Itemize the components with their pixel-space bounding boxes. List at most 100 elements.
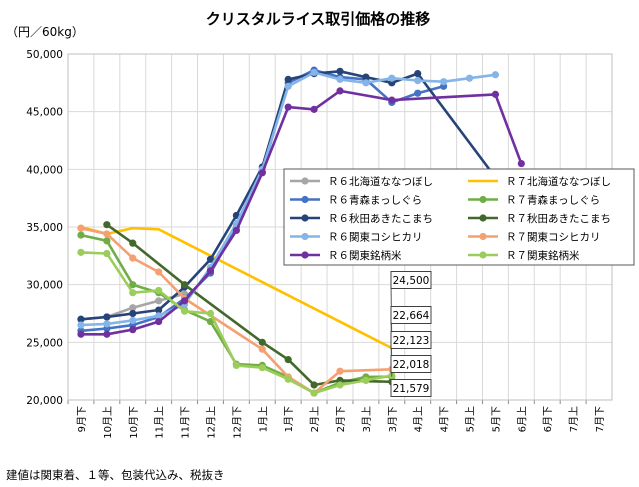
data-point bbox=[232, 226, 240, 235]
data-point bbox=[155, 312, 163, 320]
x-tick-label: 9月下 bbox=[76, 406, 88, 432]
x-tick-label: 2月下 bbox=[335, 406, 347, 432]
callout-label: 21,579 bbox=[393, 383, 430, 395]
data-point bbox=[258, 364, 266, 372]
callout-label: 22,664 bbox=[393, 310, 430, 322]
callout: 24,500 bbox=[390, 271, 432, 349]
series-10 bbox=[77, 248, 396, 397]
x-tick-label: 4月上 bbox=[413, 406, 425, 432]
legend-label: Ｒ７関東銘柄米 bbox=[506, 249, 580, 262]
legend-marker bbox=[301, 195, 309, 204]
y-tick-label: 35,000 bbox=[26, 222, 63, 234]
legend-item: Ｒ６関東コシヒカリ bbox=[290, 231, 423, 244]
y-tick-labels: 20,000 25,000 30,000 35,000 40,000 45,000 50,0… bbox=[26, 49, 63, 407]
data-point bbox=[310, 68, 318, 77]
legend-marker bbox=[301, 214, 309, 222]
data-point bbox=[362, 376, 370, 384]
callout-box bbox=[390, 271, 432, 289]
value-callouts: 24,500 22,664 22,123 22,018 21,579 bbox=[390, 271, 432, 397]
data-point bbox=[388, 74, 396, 82]
data-point bbox=[129, 304, 137, 312]
data-point bbox=[284, 82, 292, 90]
data-point bbox=[284, 75, 292, 83]
data-point bbox=[362, 79, 370, 87]
data-point bbox=[180, 307, 189, 315]
data-point bbox=[336, 87, 344, 95]
data-point bbox=[155, 317, 163, 326]
x-tick-label: 11月上 bbox=[154, 406, 166, 439]
x-tick-label: 12月下 bbox=[231, 406, 243, 439]
series-line bbox=[80, 226, 392, 395]
data-point bbox=[258, 338, 266, 346]
legend-item: Ｒ７秋田あきたこまち bbox=[468, 212, 611, 225]
data-point bbox=[258, 169, 266, 177]
data-point bbox=[284, 356, 292, 364]
legend-label: Ｒ６関東コシヒカリ bbox=[328, 231, 423, 244]
data-point bbox=[155, 306, 163, 314]
callout-box bbox=[390, 331, 432, 349]
legend: Ｒ６北海道ななつぼし Ｒ７北海道ななつぼし Ｒ６青森まっしぐら Ｒ７青森まっしぐら Ｒ６… bbox=[283, 168, 635, 266]
data-point bbox=[310, 105, 318, 113]
data-point bbox=[129, 289, 137, 297]
data-point bbox=[103, 230, 111, 238]
callout-box bbox=[390, 306, 432, 324]
data-point bbox=[388, 96, 396, 104]
legend-marker bbox=[479, 195, 487, 204]
legend-label: Ｒ６北海道ななつぼし bbox=[328, 175, 433, 188]
data-point bbox=[155, 286, 163, 295]
x-tick-label: 6月下 bbox=[542, 406, 554, 432]
data-point bbox=[336, 67, 344, 75]
data-point bbox=[465, 74, 474, 82]
data-point bbox=[103, 330, 111, 338]
y-tick-label: 30,000 bbox=[26, 280, 63, 292]
callout: 21,579 bbox=[390, 379, 432, 397]
data-point bbox=[310, 381, 318, 389]
data-point bbox=[336, 75, 344, 83]
data-point bbox=[414, 70, 422, 78]
data-point bbox=[206, 309, 215, 318]
callout-label: 22,018 bbox=[393, 359, 430, 371]
data-point bbox=[77, 321, 85, 329]
series-lines bbox=[77, 66, 525, 397]
x-tick-label: 5月下 bbox=[490, 406, 502, 432]
legend-label: Ｒ６秋田あきたこまち bbox=[328, 212, 433, 225]
x-tick-label: 7月上 bbox=[568, 406, 580, 432]
legend-item: Ｒ７北海道ななつぼし bbox=[468, 175, 611, 188]
data-point bbox=[491, 90, 500, 98]
legend-marker bbox=[301, 177, 309, 185]
callout-label: 22,123 bbox=[393, 335, 430, 347]
data-point bbox=[517, 159, 525, 168]
data-point bbox=[258, 345, 266, 353]
data-point bbox=[284, 103, 292, 111]
callout-box bbox=[390, 355, 432, 373]
y-tick-label: 20,000 bbox=[26, 395, 63, 407]
data-point bbox=[362, 73, 370, 81]
data-point bbox=[129, 309, 137, 318]
legend-label: Ｒ７北海道ななつぼし bbox=[506, 175, 611, 188]
data-point bbox=[103, 221, 111, 229]
x-tick-label: 11月下 bbox=[180, 406, 192, 439]
data-point bbox=[103, 249, 111, 258]
data-point bbox=[77, 224, 85, 232]
x-tick-label: 2月上 bbox=[309, 406, 321, 432]
x-tick-label: 6月上 bbox=[516, 406, 528, 432]
data-point bbox=[206, 267, 215, 275]
legend-item: Ｒ６北海道ななつぼし bbox=[290, 175, 433, 188]
data-point bbox=[155, 297, 163, 305]
data-point bbox=[310, 389, 318, 397]
legend-marker bbox=[479, 232, 487, 241]
callout-box bbox=[390, 379, 432, 397]
legend-item: Ｒ７関東銘柄米 bbox=[468, 249, 580, 262]
x-tick-label: 10月上 bbox=[102, 406, 114, 439]
data-point bbox=[206, 255, 215, 263]
footnote: 建値は関東着、１等、包装代込み、税抜き bbox=[6, 468, 225, 482]
data-point bbox=[129, 316, 137, 325]
legend-box bbox=[283, 168, 635, 266]
data-point bbox=[103, 313, 111, 321]
data-point bbox=[414, 89, 422, 97]
data-point bbox=[491, 71, 500, 79]
x-tick-label: 10月下 bbox=[128, 406, 140, 439]
y-tick-label: 50,000 bbox=[26, 49, 63, 61]
legend-marker bbox=[479, 214, 487, 222]
